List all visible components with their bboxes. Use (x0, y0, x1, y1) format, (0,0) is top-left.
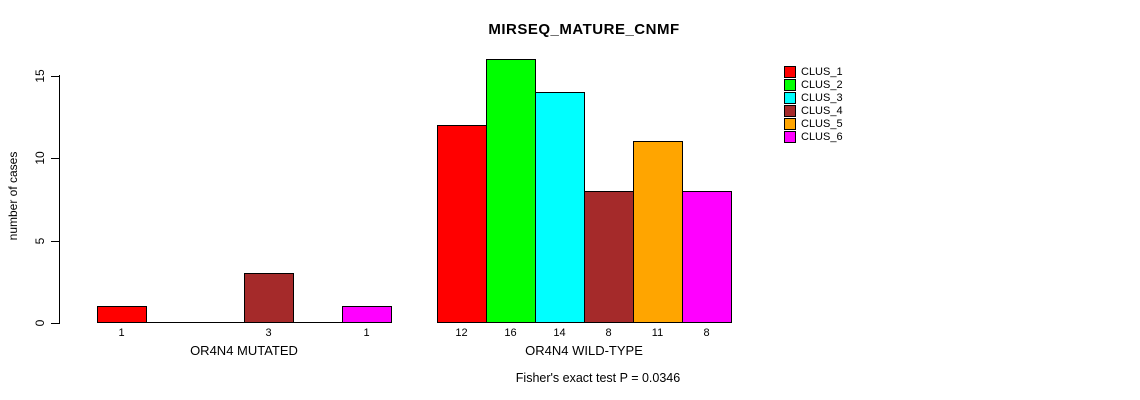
fisher-test-annotation: Fisher's exact test P = 0.0346 (515, 371, 681, 385)
y-tick-label: 10 (33, 151, 47, 165)
category-label: OR4N4 MUTATED (190, 343, 298, 358)
y-tick-label: 5 (33, 237, 47, 245)
legend: CLUS_1 CLUS_2 CLUS_3 CLUS_4 CLUS_5 CLUS_6 (784, 66, 843, 144)
y-tick-mark (51, 241, 60, 242)
bar-count-label: 1 (363, 327, 370, 339)
chart-title: MIRSEQ_MATURE_CNMF (488, 21, 680, 38)
bar-clus_5 (633, 141, 683, 323)
legend-swatch-clus_3 (784, 92, 796, 104)
bar-count-label: 12 (455, 327, 468, 339)
y-axis-title: number of cases (6, 151, 20, 241)
legend-item-clus_2: CLUS_2 (784, 79, 843, 91)
y-axis-line (59, 75, 60, 323)
y-tick-mark (51, 76, 60, 77)
bar-count-label: 16 (504, 327, 517, 339)
bar-count-label: 1 (118, 327, 125, 339)
bar-clus_4 (584, 191, 634, 323)
legend-item-clus_5: CLUS_5 (784, 118, 843, 130)
legend-swatch-clus_4 (784, 105, 796, 117)
legend-item-clus_4: CLUS_4 (784, 105, 843, 117)
bar-count-label: 11 (651, 327, 664, 339)
legend-swatch-clus_5 (784, 118, 796, 130)
bar-count-label: 8 (605, 327, 612, 339)
y-tick-label: 0 (33, 319, 47, 327)
bar-clus_3 (535, 92, 585, 323)
legend-swatch-clus_6 (784, 131, 796, 143)
bar-count-label: 8 (703, 327, 710, 339)
y-tick-label: 15 (33, 69, 47, 83)
legend-swatch-clus_2 (784, 79, 796, 91)
legend-label: CLUS_6 (801, 131, 843, 143)
legend-item-clus_1: CLUS_1 (784, 66, 843, 78)
legend-item-clus_3: CLUS_3 (784, 92, 843, 104)
legend-item-clus_6: CLUS_6 (784, 131, 843, 143)
bar-clus_1 (97, 306, 147, 323)
category-label: OR4N4 WILD-TYPE (525, 343, 643, 358)
legend-label: CLUS_4 (801, 105, 843, 117)
legend-label: CLUS_5 (801, 118, 843, 130)
bar-clus_1 (437, 125, 487, 323)
legend-label: CLUS_2 (801, 79, 843, 91)
bar-clus_2 (486, 59, 536, 323)
y-tick-mark (51, 158, 60, 159)
legend-swatch-clus_1 (784, 66, 796, 78)
legend-label: CLUS_3 (801, 92, 843, 104)
y-tick-mark (51, 323, 60, 324)
legend-label: CLUS_1 (801, 66, 843, 78)
bar-clus_4 (244, 273, 294, 323)
bar-clus_6 (342, 306, 392, 323)
bar-count-label: 3 (265, 327, 272, 339)
bar-clus_6 (682, 191, 732, 323)
bar-count-label: 14 (553, 327, 566, 339)
